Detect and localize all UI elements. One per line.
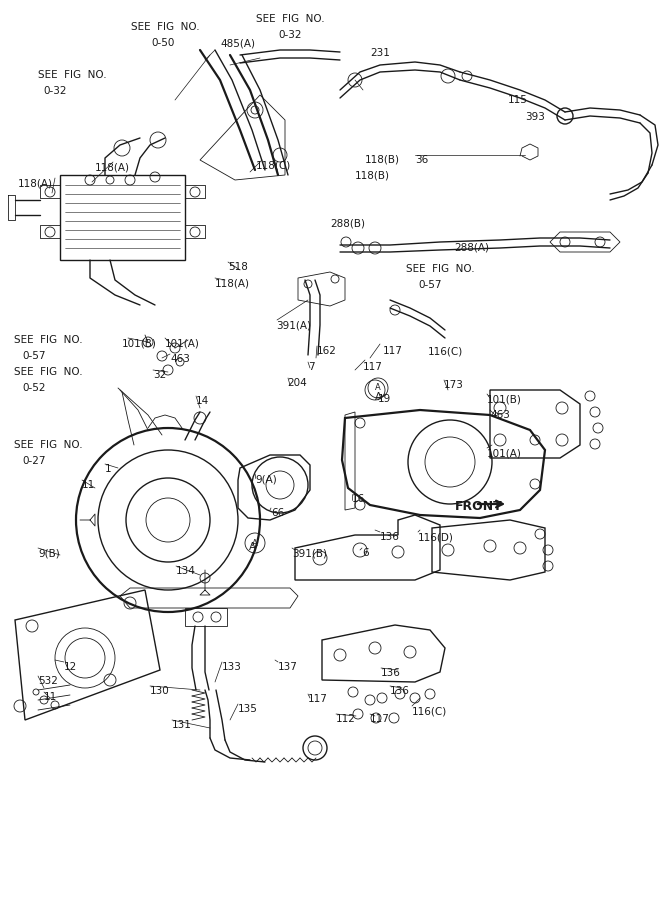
Text: 135: 135 [238, 704, 258, 714]
Text: 0-57: 0-57 [418, 280, 442, 290]
Text: SEE  FIG  NO.: SEE FIG NO. [14, 367, 83, 377]
Text: 130: 130 [150, 686, 169, 696]
Text: A: A [252, 538, 258, 547]
Text: 11: 11 [44, 692, 57, 702]
Text: 162: 162 [317, 346, 337, 356]
Text: 66: 66 [271, 508, 284, 518]
Text: 117: 117 [308, 694, 328, 704]
Text: FRONT: FRONT [455, 500, 503, 513]
Text: A: A [248, 542, 255, 552]
Text: 116(D): 116(D) [418, 532, 454, 542]
Text: 118(B): 118(B) [365, 155, 400, 165]
Text: 36: 36 [415, 155, 428, 165]
Text: 14: 14 [196, 396, 209, 406]
Text: 6: 6 [362, 548, 369, 558]
Text: 9(B): 9(B) [38, 548, 60, 558]
Text: 136: 136 [381, 668, 401, 678]
Text: SEE  FIG  NO.: SEE FIG NO. [14, 335, 83, 345]
Text: 0-27: 0-27 [22, 456, 45, 466]
Text: 19: 19 [378, 394, 392, 404]
Text: 16: 16 [352, 494, 366, 504]
Text: SEE  FIG  NO.: SEE FIG NO. [14, 440, 83, 450]
Text: 288(B): 288(B) [330, 218, 365, 228]
Text: 101(B): 101(B) [487, 394, 522, 404]
Text: 101(B): 101(B) [122, 338, 157, 348]
Text: 116(C): 116(C) [428, 346, 464, 356]
Text: 518: 518 [228, 262, 248, 272]
Text: SEE  FIG  NO.: SEE FIG NO. [131, 22, 199, 32]
Text: 118(A): 118(A) [95, 162, 130, 172]
Text: 231: 231 [370, 48, 390, 58]
Text: 0-32: 0-32 [278, 30, 301, 40]
Text: 11: 11 [82, 480, 95, 490]
Text: 136: 136 [380, 532, 400, 542]
Text: 117: 117 [383, 346, 403, 356]
Text: 7: 7 [308, 362, 315, 372]
Text: 0-32: 0-32 [43, 86, 67, 96]
Bar [185, 608, 227, 626]
Text: 9(A): 9(A) [255, 474, 277, 484]
Text: A: A [374, 392, 382, 402]
Text: 118(A): 118(A) [215, 278, 250, 288]
Text: 116(C): 116(C) [412, 706, 448, 716]
Text: 532: 532 [38, 676, 58, 686]
Text: 1: 1 [105, 464, 111, 474]
Text: SEE  FIG  NO.: SEE FIG NO. [255, 14, 324, 24]
Text: 391(A): 391(A) [276, 320, 311, 330]
Text: 204: 204 [287, 378, 307, 388]
Text: 115: 115 [508, 95, 528, 105]
Text: 0-50: 0-50 [151, 38, 175, 48]
Text: 117: 117 [363, 362, 383, 372]
Text: 136: 136 [390, 686, 410, 696]
Text: 0-57: 0-57 [22, 351, 45, 361]
Text: 391(B): 391(B) [292, 548, 327, 558]
Text: 485(A): 485(A) [221, 38, 255, 48]
Text: 118(A): 118(A) [18, 178, 53, 188]
Text: 463: 463 [170, 354, 190, 364]
Text: 137: 137 [278, 662, 298, 672]
Text: 134: 134 [176, 566, 196, 576]
Text: 393: 393 [525, 112, 545, 122]
Text: 173: 173 [444, 380, 464, 390]
Text: 117: 117 [370, 714, 390, 724]
Text: 112: 112 [336, 714, 356, 724]
Text: 463: 463 [490, 410, 510, 420]
Text: 101(A): 101(A) [487, 448, 522, 458]
Text: 288(A): 288(A) [454, 242, 489, 252]
Text: A: A [375, 383, 381, 392]
Text: 0-52: 0-52 [22, 383, 45, 393]
Text: 133: 133 [222, 662, 242, 672]
Text: 12: 12 [64, 662, 77, 672]
Text: 131: 131 [172, 720, 192, 730]
Text: SEE  FIG  NO.: SEE FIG NO. [38, 70, 106, 80]
Text: SEE  FIG  NO.: SEE FIG NO. [406, 264, 475, 274]
Text: 101(A): 101(A) [165, 338, 200, 348]
Text: 118(B): 118(B) [355, 170, 390, 180]
Text: 118(C): 118(C) [256, 160, 291, 170]
Text: 32: 32 [153, 370, 166, 380]
Bar [60, 175, 185, 260]
